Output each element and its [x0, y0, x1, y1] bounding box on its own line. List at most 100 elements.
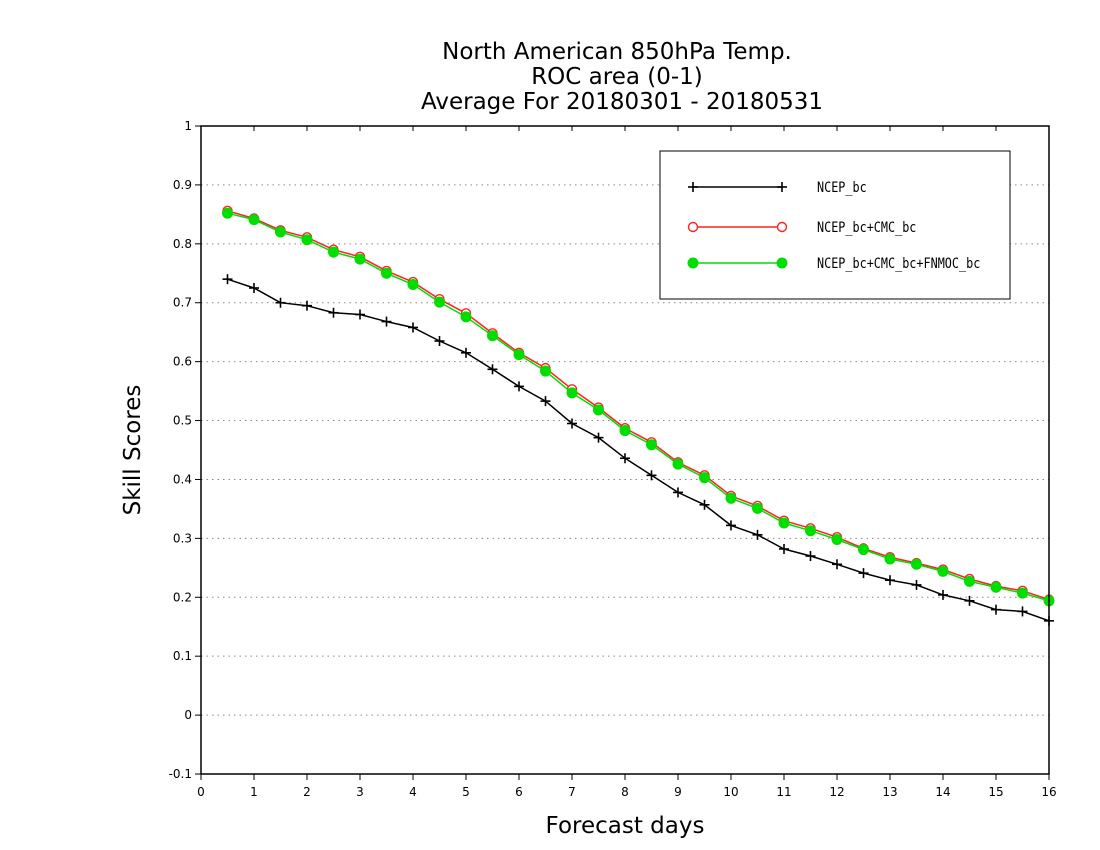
legend-label: NCEP_bc+CMC_bc: [817, 220, 916, 236]
data-point: [566, 387, 578, 399]
legend-marker: [776, 257, 788, 269]
series-line: [227, 278, 1050, 622]
data-point: [619, 425, 631, 437]
data-point: [752, 502, 763, 514]
legend-label: NCEP_bc+CMC_bc+FNMOC_bc: [817, 256, 980, 272]
data-point: [514, 381, 524, 392]
data-point: [752, 529, 763, 540]
data-point: [805, 551, 816, 562]
legend-marker: [688, 182, 698, 192]
x-tick-label: 1: [250, 785, 258, 799]
series-1: [222, 274, 1054, 626]
y-tick-label: 0.6: [173, 355, 192, 369]
legend-marker: [776, 221, 788, 233]
data-point: [911, 579, 922, 590]
y-tick-label: 0.5: [173, 414, 192, 428]
data-point: [1017, 587, 1028, 599]
y-tick-label: 0.9: [173, 178, 192, 192]
x-tick-label: 4: [409, 785, 417, 799]
data-point: [778, 517, 790, 529]
data-point: [937, 565, 949, 577]
data-point: [673, 487, 683, 498]
data-point: [355, 309, 365, 320]
series-3: [222, 207, 1055, 607]
data-point: [275, 226, 286, 238]
data-point: [646, 470, 657, 481]
series-layer: [222, 205, 1055, 626]
data-point: [620, 453, 630, 464]
data-point: [222, 207, 233, 219]
x-tick-label: 5: [462, 785, 470, 799]
y-tick-label: 0.1: [173, 649, 192, 663]
data-point: [672, 458, 684, 470]
x-tick-label: 10: [723, 785, 738, 799]
x-tick-label: 15: [988, 785, 1003, 799]
x-tick-label: 16: [1041, 785, 1056, 799]
legend-entries: NCEP_bc NCEP_bc+CMC_bc NCEP_bc+CMC_bc+FNMO…: [687, 180, 980, 272]
data-point: [567, 418, 577, 429]
x-tick-label: 6: [515, 785, 523, 799]
data-point: [302, 300, 312, 311]
data-point: [964, 595, 975, 606]
grid-lines: [201, 184, 1049, 716]
axis-ticks: -0.100.10.20.30.40.50.60.70.80.910 1 2 3 4 5 6…: [169, 119, 1057, 799]
chart-title-line-3: Average For 20180301 - 20180531: [421, 89, 823, 115]
legend-label: NCEP_bc: [817, 180, 867, 196]
data-point: [540, 365, 551, 377]
y-tick-label: 0.3: [173, 531, 192, 545]
y-tick-label: 0.7: [173, 296, 192, 310]
x-tick-label: 0: [197, 785, 205, 799]
data-point: [1017, 606, 1028, 617]
data-point: [381, 316, 392, 327]
data-point: [301, 234, 313, 246]
data-point: [964, 575, 975, 587]
y-tick-label: 0.8: [173, 237, 192, 251]
data-point: [884, 553, 896, 565]
chart-title-line-1: North American 850hPa Temp.: [442, 39, 792, 65]
y-tick-label: 0.2: [173, 590, 192, 604]
data-point: [354, 253, 366, 265]
data-point: [328, 307, 339, 318]
data-point: [699, 472, 710, 484]
x-axis-label: Forecast days: [546, 813, 705, 839]
data-point: [328, 246, 339, 258]
data-point: [593, 404, 604, 416]
data-point: [407, 278, 419, 290]
legend-marker: [777, 182, 787, 192]
x-tick-label: 11: [776, 785, 791, 799]
data-point: [381, 267, 392, 279]
legend-box: [659, 150, 1011, 300]
legend-entry: NCEP_bc+CMC_bc: [687, 220, 916, 236]
x-tick-label: 14: [935, 785, 950, 799]
data-point: [275, 297, 286, 308]
y-tick-label: 0.4: [173, 472, 192, 486]
data-point: [938, 589, 948, 600]
data-point: [699, 499, 710, 510]
data-point: [408, 322, 418, 333]
data-point: [249, 283, 259, 293]
data-point: [248, 214, 260, 226]
data-point: [779, 543, 789, 554]
x-tick-label: 2: [303, 785, 311, 799]
data-point: [726, 520, 736, 531]
data-point: [434, 296, 445, 308]
legend-entry: NCEP_bc+CMC_bc+FNMOC_bc: [687, 256, 980, 272]
y-tick-label: 0: [184, 708, 192, 722]
x-tick-label: 9: [674, 785, 682, 799]
x-tick-label: 12: [829, 785, 844, 799]
legend: NCEP_bc NCEP_bc+CMC_bc NCEP_bc+CMC_bc+FNMO…: [659, 150, 1011, 300]
data-point: [461, 347, 471, 358]
data-point: [513, 349, 525, 361]
y-tick-label: -0.1: [169, 767, 192, 781]
data-point: [725, 492, 737, 504]
y-tick-label: 1: [184, 119, 192, 133]
data-point: [991, 604, 1001, 615]
data-point: [911, 558, 922, 570]
x-tick-label: 3: [356, 785, 364, 799]
y-axis-label: Skill Scores: [120, 385, 146, 516]
data-point: [460, 311, 472, 323]
legend-marker: [687, 221, 699, 233]
data-point: [434, 336, 445, 347]
data-point: [990, 581, 1002, 593]
